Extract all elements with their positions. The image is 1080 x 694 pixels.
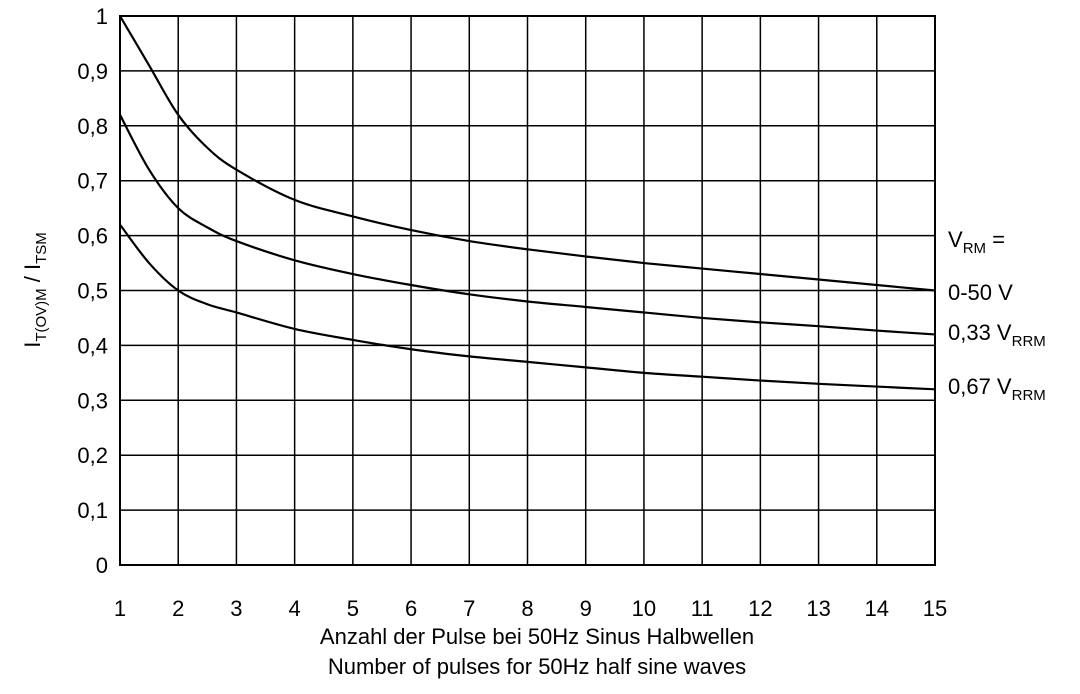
y-axis-title-sep: / — [20, 270, 45, 288]
series-label-1-main: 0,33 V — [948, 320, 1012, 345]
y-tick-label: 0 — [96, 553, 108, 578]
x-tick-label: 11 — [691, 596, 714, 621]
x-tick-label: 8 — [521, 596, 533, 621]
series-label-1: 0,33 VRRM — [948, 320, 1046, 350]
x-axis-title-de: Anzahl der Pulse bei 50Hz Sinus Halbwell… — [320, 624, 754, 649]
y-axis-title-sub2: TSM — [33, 232, 50, 264]
x-tick-labels: 1 2 3 4 5 6 7 8 9 10 11 12 13 14 15 — [114, 596, 947, 621]
y-tick-label: 0,2 — [77, 443, 108, 468]
series-line-0 — [119, 15, 936, 292]
series-lines — [119, 15, 936, 391]
y-tick-label: 0,8 — [77, 114, 108, 139]
plot-frame — [119, 15, 936, 566]
x-tick-label: 15 — [923, 596, 947, 621]
y-tick-label: 0,3 — [77, 388, 108, 413]
y-tick-label: 0,4 — [77, 333, 108, 358]
y-tick-label: 0,5 — [77, 279, 108, 304]
x-tick-label: 2 — [172, 596, 184, 621]
series-label-2-main: 0,67 V — [948, 374, 1012, 399]
x-tick-label: 7 — [463, 596, 475, 621]
legend-header-sub: RM — [963, 240, 986, 257]
series-line-1 — [119, 114, 936, 336]
x-tick-label: 3 — [230, 596, 242, 621]
legend-header-suffix: = — [986, 227, 1005, 252]
series-label-2: 0,67 VRRM — [948, 374, 1046, 404]
x-tick-label: 6 — [405, 596, 417, 621]
x-tick-label: 5 — [347, 596, 359, 621]
y-tick-labels: 0 0,1 0,2 0,3 0,4 0,5 0,6 0,7 0,8 0,9 1 — [77, 4, 108, 578]
x-tick-label: 1 — [114, 596, 126, 621]
x-tick-label: 9 — [580, 596, 592, 621]
x-axis-title-en: Number of pulses for 50Hz half sine wave… — [328, 654, 746, 679]
legend-header-main: V — [948, 227, 963, 252]
y-axis-title-sub1: T(OV)M — [33, 288, 50, 341]
series-label-0: 0-50 V — [948, 280, 1013, 305]
y-tick-label: 1 — [96, 4, 108, 29]
y-axis-title-main1: I — [20, 342, 45, 348]
series-line-2 — [119, 223, 936, 391]
x-tick-label: 12 — [748, 596, 772, 621]
y-tick-label: 0,9 — [77, 59, 108, 84]
y-tick-label: 0,7 — [77, 169, 108, 194]
y-tick-label: 0,6 — [77, 224, 108, 249]
y-axis-title: IT(OV)M / ITSM — [20, 232, 50, 348]
y-axis-title-main2: I — [20, 264, 45, 270]
legend-header: VRM = — [948, 227, 1005, 257]
x-tick-label: 13 — [806, 596, 830, 621]
series-label-2-sub: RRM — [1012, 387, 1046, 404]
x-tick-label: 10 — [632, 596, 656, 621]
x-tick-label: 14 — [865, 596, 889, 621]
series-label-1-sub: RRM — [1012, 333, 1046, 350]
series-label-0-main: 0-50 V — [948, 280, 1013, 305]
x-tick-label: 4 — [289, 596, 301, 621]
y-tick-label: 0,1 — [77, 498, 108, 523]
